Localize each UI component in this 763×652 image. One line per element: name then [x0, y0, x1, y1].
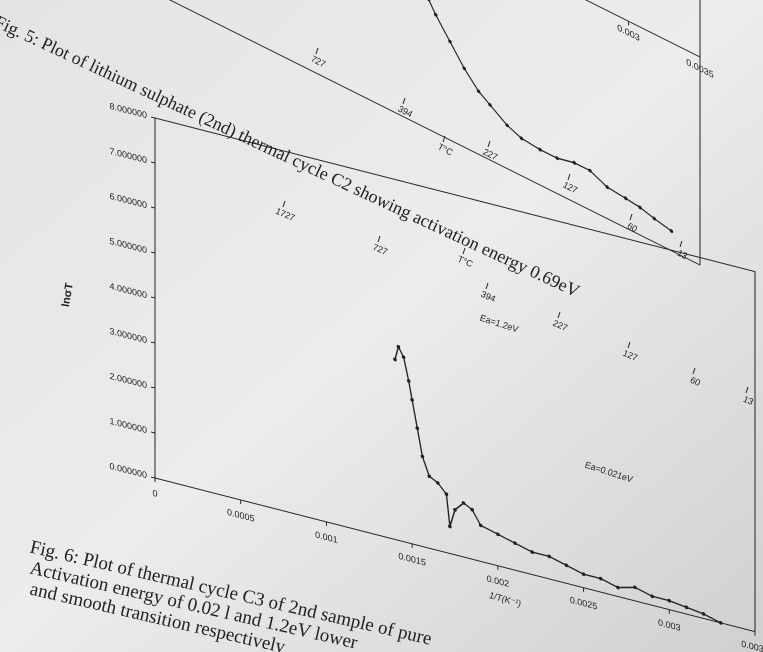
- x-tick-label: 0: [153, 488, 158, 499]
- paper: [0, 0, 763, 652]
- page: {"chart_data": [ {"type": "line", "title…: [0, 0, 763, 652]
- photo: Fig. 5: Plot of lithium sulphate (2nd) t…: [0, 0, 763, 652]
